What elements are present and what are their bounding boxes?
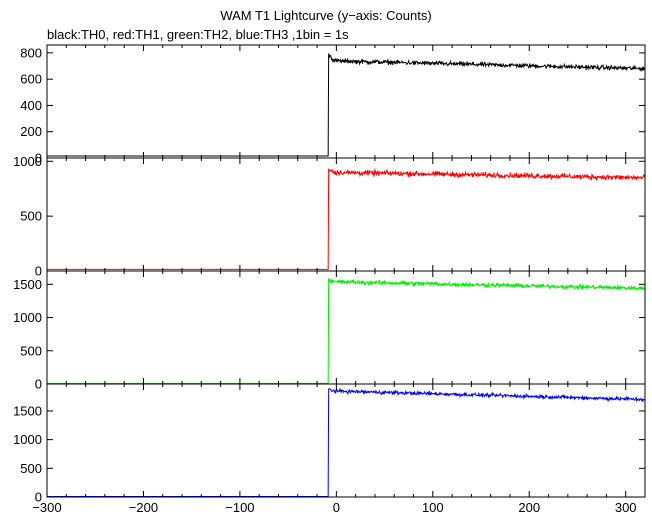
y-tick-label: 0 xyxy=(35,151,42,166)
x-tick-label: −100 xyxy=(225,500,254,515)
panel-frame-2 xyxy=(46,157,646,272)
series-line-th1 xyxy=(47,168,646,270)
x-tick-label: 0 xyxy=(333,500,340,515)
series-line-th2 xyxy=(47,278,646,384)
x-tick-label: 100 xyxy=(422,500,444,515)
chart-subtitle: black:TH0, red:TH1, green:TH2, blue:TH3 … xyxy=(47,27,349,42)
x-tick-label: −200 xyxy=(129,500,158,515)
x-tick-label: 200 xyxy=(518,500,540,515)
x-tick-label: −300 xyxy=(32,500,61,515)
y-tick-label: 1000 xyxy=(13,432,42,447)
y-tick-label: 500 xyxy=(20,343,42,358)
y-tick-label: 200 xyxy=(20,124,42,139)
y-tick-label: 1000 xyxy=(13,310,42,325)
y-tick-label: 500 xyxy=(20,461,42,476)
chart-title: WAM T1 Lightcurve (y−axis: Counts) xyxy=(220,8,432,23)
y-tick-label: 0 xyxy=(35,490,42,505)
y-tick-label: 1500 xyxy=(13,277,42,292)
y-tick-label: 1500 xyxy=(13,403,42,418)
series-line-th3 xyxy=(47,388,646,498)
y-tick-label: 1000 xyxy=(13,154,42,169)
panel-frame-4 xyxy=(46,383,646,498)
y-tick-label: 600 xyxy=(20,72,42,87)
y-tick-label: 0 xyxy=(35,377,42,392)
y-tick-label: 500 xyxy=(20,209,42,224)
x-tick-label: 300 xyxy=(615,500,637,515)
y-tick-label: 400 xyxy=(20,98,42,113)
y-tick-label: 800 xyxy=(20,45,42,60)
series-line-th0 xyxy=(47,53,646,157)
y-tick-label: 0 xyxy=(35,264,42,279)
